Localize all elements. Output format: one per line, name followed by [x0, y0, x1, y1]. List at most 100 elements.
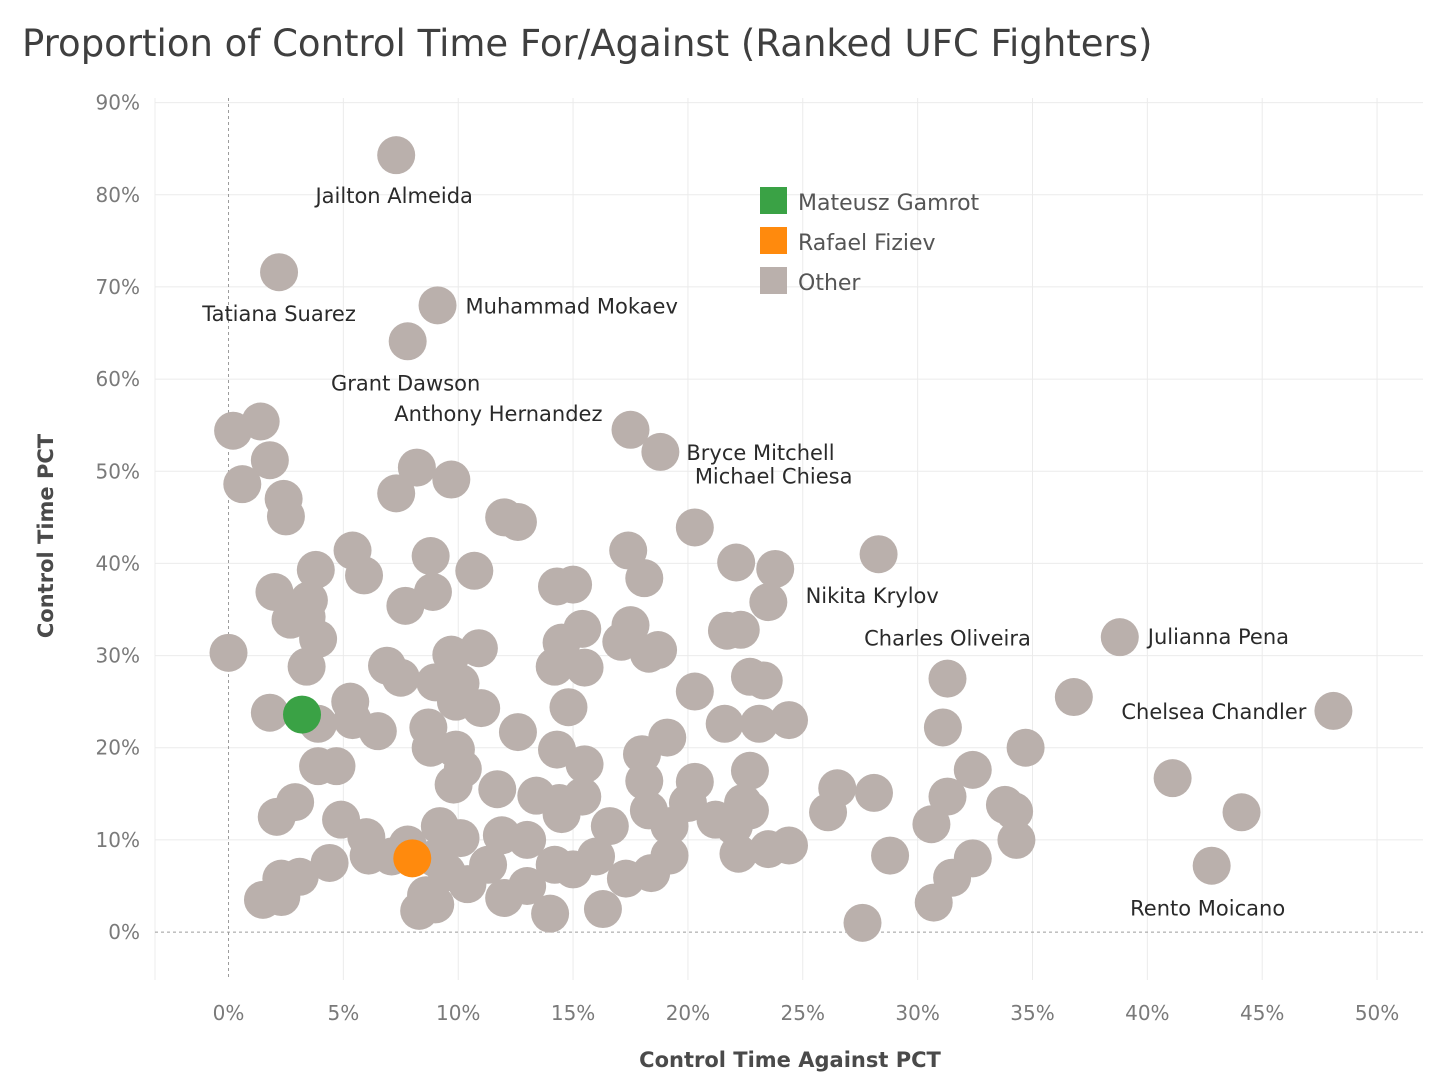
x-tick-label: 5% — [327, 1001, 359, 1025]
point-other — [1314, 691, 1353, 730]
point-other — [721, 610, 760, 649]
chart-title: Proportion of Control Time For/Against (… — [22, 22, 1153, 65]
y-axis-title: Control Time PCT — [34, 433, 58, 638]
point-other — [997, 820, 1036, 859]
point-other — [209, 633, 248, 672]
point-other — [214, 411, 253, 450]
x-tick-label: 25% — [781, 1001, 825, 1025]
point-label: Julianna Pena — [1146, 625, 1289, 649]
y-tick-label: 30% — [96, 644, 140, 668]
point-other — [611, 606, 650, 645]
point-other — [859, 535, 898, 574]
point-other — [508, 820, 547, 859]
point-label: Tatiana Suarez — [201, 302, 356, 326]
point-other — [744, 661, 783, 700]
point-other — [462, 689, 501, 728]
point-other — [1054, 678, 1093, 717]
point-label: Michael Chiesa — [695, 464, 853, 488]
point-other — [441, 819, 480, 858]
point-label: Nikita Krylov — [806, 584, 939, 608]
point-other — [223, 465, 262, 504]
point-other — [740, 704, 779, 743]
y-tick-label: 50% — [96, 459, 140, 483]
x-tick-label: 30% — [895, 1001, 939, 1025]
point-label: Jailton Almeida — [313, 184, 472, 208]
y-axis-ticks: 0% 10% 20% 30% 40% 50% 60% 70% 80% 90% — [96, 91, 140, 944]
point-other — [1006, 728, 1045, 767]
point-other — [250, 693, 289, 732]
point-other — [388, 322, 427, 361]
point-other — [377, 474, 416, 513]
point-other — [590, 807, 629, 846]
legend-entry: Rafael Fiziev — [798, 231, 936, 256]
point-other — [577, 837, 616, 876]
x-tick-label: 45% — [1240, 1001, 1284, 1025]
point-other — [432, 460, 471, 499]
point-other — [345, 556, 384, 595]
point-label: Charles Oliveira — [864, 627, 1031, 651]
point-label: Muhammad Mokaev — [466, 294, 678, 318]
x-tick-label: 50% — [1355, 1001, 1399, 1025]
point-mateusz-gamrot — [283, 695, 322, 734]
point-other — [478, 770, 517, 809]
point-other — [317, 747, 356, 786]
point-other — [498, 502, 537, 541]
point-other — [995, 792, 1034, 831]
point-labels: Jailton Almeida Tatiana Suarez Muhammad Mo… — [201, 184, 1307, 921]
point-other — [770, 826, 808, 865]
x-tick-label: 40% — [1125, 1001, 1169, 1025]
point-other — [675, 508, 714, 547]
point-other — [276, 783, 315, 822]
legend-swatch — [760, 187, 787, 214]
legend: Mateusz Gamrot Rafael Fiziev Other — [760, 187, 980, 296]
point-other — [648, 718, 687, 757]
y-tick-label: 40% — [96, 551, 140, 575]
y-tick-label: 70% — [96, 275, 140, 299]
point-label: Anthony Hernandez — [394, 402, 602, 426]
point-other — [912, 805, 951, 844]
x-tick-label: 35% — [1010, 1001, 1054, 1025]
point-other — [953, 750, 992, 789]
point-other — [854, 773, 893, 812]
x-tick-label: 15% — [551, 1001, 595, 1025]
legend-swatch — [760, 227, 787, 254]
point-other — [266, 497, 305, 536]
point-label: Rento Moicano — [1130, 897, 1285, 921]
point-other — [1222, 793, 1261, 832]
x-tick-label: 0% — [213, 1001, 245, 1025]
point-other — [397, 448, 436, 487]
point-other — [535, 647, 574, 686]
y-tick-label: 90% — [96, 91, 140, 115]
y-tick-label: 20% — [96, 736, 140, 760]
point-other — [632, 854, 671, 893]
point-other — [639, 631, 678, 670]
point-other — [542, 795, 581, 834]
point-label: Grant Dawson — [331, 371, 480, 395]
point-other — [400, 891, 439, 930]
point-other — [871, 836, 910, 875]
x-tick-label: 20% — [666, 1001, 710, 1025]
point-other — [358, 712, 397, 751]
point-other — [625, 559, 664, 598]
point-other — [377, 136, 416, 175]
point-other — [583, 890, 622, 929]
point-other — [287, 647, 326, 686]
legend-swatch — [760, 267, 787, 294]
y-tick-label: 0% — [108, 920, 140, 944]
x-axis-title: Control Time Against PCT — [639, 1048, 941, 1072]
point-other — [1153, 759, 1192, 798]
point-label: Chelsea Chandler — [1121, 700, 1306, 724]
y-tick-label: 10% — [96, 828, 140, 852]
point-other — [719, 834, 758, 873]
point-other — [625, 761, 664, 800]
point-other — [469, 845, 508, 884]
point-other — [705, 704, 744, 743]
point-other — [928, 659, 967, 698]
y-tick-label: 60% — [96, 367, 140, 391]
point-other — [717, 543, 756, 582]
point-other — [262, 878, 301, 917]
point-other — [1192, 846, 1231, 885]
point-other — [418, 286, 457, 325]
point-other — [1100, 618, 1139, 657]
point-other — [255, 572, 294, 611]
